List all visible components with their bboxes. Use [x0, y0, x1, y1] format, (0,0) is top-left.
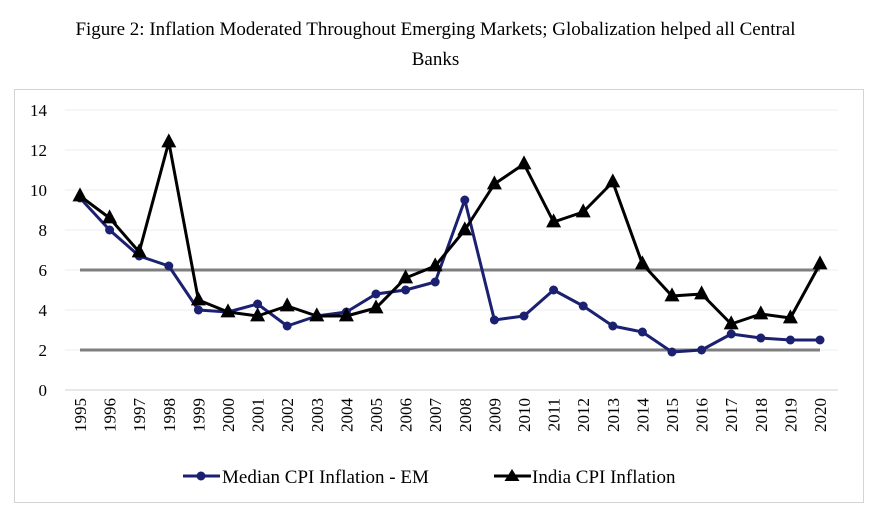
- data-point-india: [753, 305, 769, 320]
- series-markers: [72, 133, 828, 357]
- data-point-median: [253, 299, 263, 309]
- x-tick-label: 2009: [485, 398, 504, 432]
- data-point-india: [279, 297, 295, 312]
- data-point-india: [338, 307, 354, 322]
- data-point-median: [105, 225, 115, 235]
- y-axis-labels: 0 2 4 6 8 10 12 14: [30, 101, 48, 400]
- x-tick-label: 2008: [456, 398, 475, 432]
- figure-title-line-1: Figure 2: Inflation Moderated Throughout…: [75, 19, 796, 40]
- x-tick-label: 2018: [752, 398, 771, 432]
- data-point-india: [72, 187, 88, 202]
- data-point-median: [726, 329, 736, 339]
- data-point-median: [519, 311, 529, 321]
- x-tick-label: 2007: [426, 398, 445, 433]
- data-point-median: [756, 333, 766, 343]
- data-point-india: [102, 209, 118, 224]
- x-tick-label: 2004: [337, 398, 356, 433]
- data-point-india: [575, 203, 591, 218]
- y-tick-label: 10: [30, 181, 47, 200]
- data-point-india: [634, 255, 650, 270]
- data-point-median: [430, 277, 440, 287]
- x-tick-label: 2006: [397, 398, 416, 432]
- y-tick-label: 6: [39, 261, 48, 280]
- legend-median-circle-icon: [196, 471, 206, 481]
- data-point-india: [368, 299, 384, 314]
- legend-india-label: India CPI Inflation: [532, 467, 676, 488]
- gridlines: [65, 109, 838, 391]
- data-point-india: [546, 213, 562, 228]
- data-point-median: [371, 289, 381, 299]
- data-point-median: [460, 195, 470, 205]
- y-tick-label: 14: [30, 101, 48, 120]
- data-point-india: [516, 155, 532, 170]
- x-tick-label: 2010: [515, 398, 534, 432]
- data-point-india: [190, 291, 206, 306]
- data-point-india: [220, 303, 236, 318]
- data-point-india: [427, 257, 443, 272]
- y-tick-label: 2: [39, 341, 48, 360]
- legend-item-median[interactable]: Median CPI Inflation - EM: [183, 467, 429, 488]
- x-tick-label: 2003: [308, 398, 327, 432]
- x-tick-label: 2014: [633, 398, 652, 433]
- x-tick-label: 1998: [160, 398, 179, 432]
- data-point-median: [785, 335, 795, 345]
- data-point-india: [723, 315, 739, 330]
- y-tick-label: 12: [30, 141, 47, 160]
- x-tick-label: 1996: [101, 398, 120, 432]
- data-point-median: [401, 285, 411, 295]
- x-tick-label: 1995: [71, 398, 90, 432]
- data-point-median: [815, 335, 825, 345]
- x-tick-label: 1999: [189, 398, 208, 432]
- data-point-median: [578, 301, 588, 311]
- x-tick-label: 2015: [663, 398, 682, 432]
- y-tick-label: 0: [39, 381, 48, 400]
- x-axis-labels: 1995 1996 1997 1998 1999 2000 2001 2002 2003 2004…: [71, 398, 830, 433]
- legend-median-label: Median CPI Inflation - EM: [222, 467, 429, 488]
- data-point-india: [457, 221, 473, 236]
- data-point-median: [282, 321, 292, 331]
- data-point-india: [486, 175, 502, 190]
- x-tick-label: 2011: [545, 398, 564, 431]
- data-point-median: [164, 261, 174, 271]
- chart-frame: [14, 89, 864, 503]
- x-tick-label: 2005: [367, 398, 386, 432]
- x-tick-label: 2002: [278, 398, 297, 432]
- x-tick-label: 2012: [574, 398, 593, 432]
- x-tick-label: 1997: [130, 398, 149, 433]
- legend-item-india[interactable]: India CPI Inflation: [494, 467, 676, 488]
- data-point-median: [697, 345, 707, 355]
- data-point-median: [667, 347, 677, 357]
- data-point-median: [193, 305, 203, 315]
- data-point-india: [250, 307, 266, 322]
- x-tick-label: 2016: [693, 398, 712, 432]
- data-point-median: [608, 321, 618, 331]
- x-tick-label: 2001: [249, 398, 268, 432]
- data-point-india: [782, 309, 798, 324]
- data-point-india: [131, 243, 147, 258]
- x-tick-label: 2013: [604, 398, 623, 432]
- data-point-india: [605, 173, 621, 188]
- series-lines: [78, 140, 822, 354]
- data-point-india: [161, 133, 177, 148]
- data-point-india: [398, 269, 414, 284]
- data-point-median: [549, 285, 559, 295]
- series-line-median-cpi-em: [78, 196, 820, 354]
- legend-india-triangle-icon: [504, 469, 520, 481]
- data-point-median: [637, 327, 647, 337]
- x-tick-label: 2000: [219, 398, 238, 432]
- data-point-india: [664, 287, 680, 302]
- y-tick-label: 4: [39, 301, 48, 320]
- data-point-india: [309, 307, 325, 322]
- x-tick-label: 2019: [781, 398, 800, 432]
- y-tick-label: 8: [39, 221, 48, 240]
- figure-title-line-2: Banks: [411, 49, 460, 70]
- data-point-india: [694, 285, 710, 300]
- data-point-india: [812, 255, 828, 270]
- x-tick-label: 2017: [722, 398, 741, 433]
- data-point-median: [489, 315, 499, 325]
- x-tick-label: 2020: [811, 398, 830, 432]
- legend: Median CPI Inflation - EM India CPI Infl…: [183, 467, 676, 488]
